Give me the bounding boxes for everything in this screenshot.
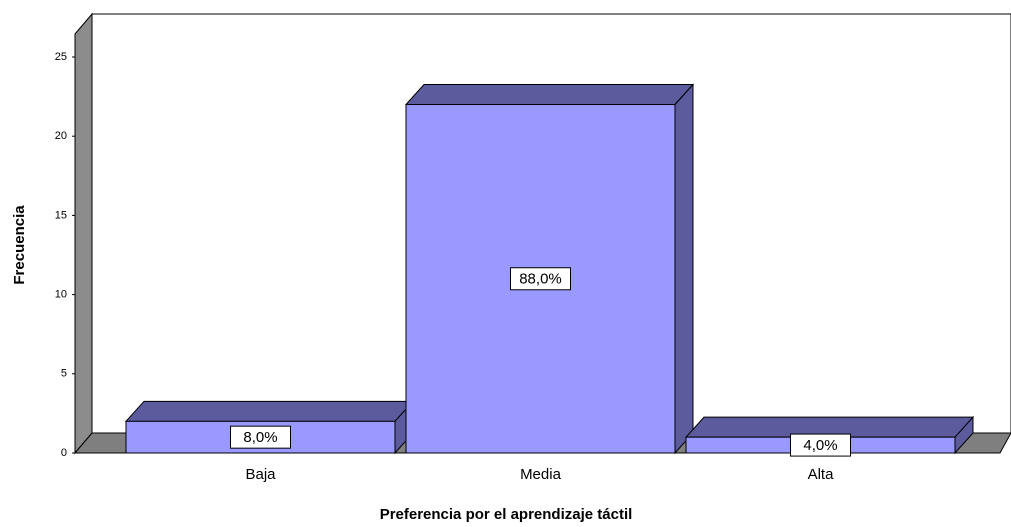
bar-top (404, 84, 695, 106)
value-label: 88,0% (519, 271, 562, 288)
y-tick-label: 10 (55, 289, 67, 301)
x-tick-label: Alta (808, 466, 835, 483)
y-tick-label: 20 (55, 130, 67, 142)
y-tick-label: 25 (55, 51, 67, 63)
x-tick-label: Baja (245, 466, 276, 483)
bar-top (124, 400, 415, 422)
bar-side (674, 83, 694, 455)
left-wall (74, 12, 93, 455)
value-label: 8,0% (243, 429, 277, 446)
value-label-box (790, 433, 851, 457)
value-label-box (230, 425, 291, 449)
x-axis-label: Preferencia por el aprendizaje táctil (380, 506, 633, 523)
value-label: 4,0% (803, 437, 837, 454)
value-label-box (510, 267, 571, 291)
y-axis-label: Frecuencia (11, 205, 28, 285)
y-tick-label: 15 (55, 209, 67, 221)
y-tick-label: 5 (61, 368, 67, 380)
y-tick-label: 0 (61, 447, 67, 459)
x-tick-label: Media (520, 466, 562, 483)
